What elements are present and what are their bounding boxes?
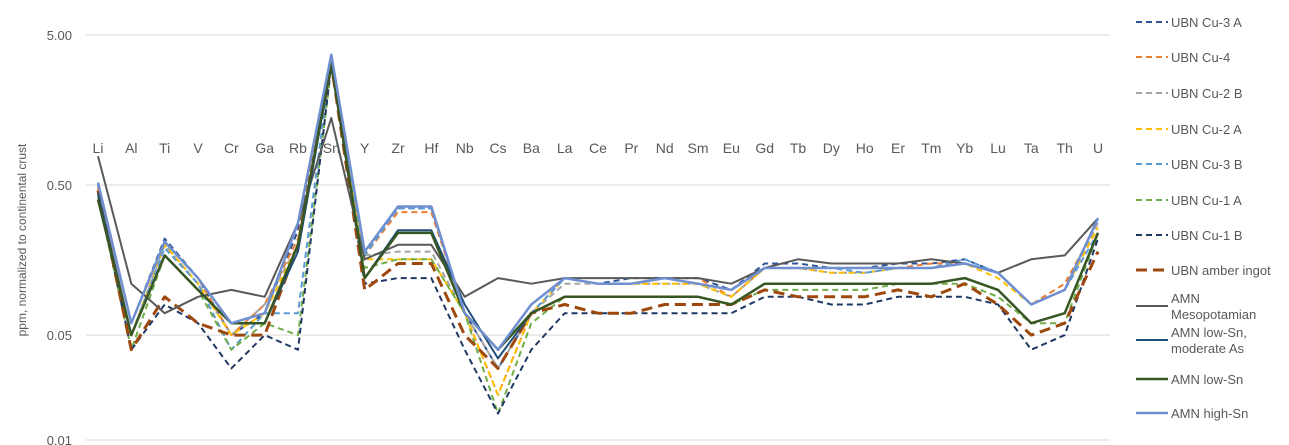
y-tick-label: 0.05 — [47, 328, 72, 343]
legend-label: AMN Mesopotamian — [1171, 291, 1256, 322]
x-tick-label: Al — [125, 140, 137, 156]
legend-label: UBN Cu-3 B — [1171, 157, 1243, 172]
y-axis-ticks: 5.00 0.50 0.05 0.01 — [47, 28, 72, 445]
x-tick-label: Zr — [391, 140, 405, 156]
x-tick-label: Li — [93, 140, 104, 156]
x-category-labels: Li Al Ti V Cr Ga Rb Sn Y Zr Hf Nb Cs Ba La Ce Pr Nd Sm Eu Gd… — [93, 140, 1104, 156]
legend-label: AMN low-Sn, moderate As — [1171, 325, 1247, 356]
y-tick-label: 0.50 — [47, 178, 72, 193]
y-tick-label: 5.00 — [47, 28, 72, 43]
x-tick-label: Eu — [723, 140, 740, 156]
x-tick-label: Ba — [523, 140, 540, 156]
x-tick-label: Tb — [790, 140, 807, 156]
legend-label: UBN amber ingot — [1171, 263, 1271, 278]
x-tick-label: Y — [360, 140, 370, 156]
x-tick-label: Sm — [688, 140, 709, 156]
x-tick-label: Nb — [456, 140, 474, 156]
x-tick-label: Ho — [856, 140, 874, 156]
legend-label: UBN Cu-2 B — [1171, 86, 1243, 101]
series-lines — [96, 53, 1100, 415]
x-tick-label: V — [193, 140, 203, 156]
x-tick-label: Ga — [255, 140, 274, 156]
legend-label: UBN Cu-1 B — [1171, 228, 1243, 243]
x-tick-label: Cr — [224, 140, 239, 156]
x-tick-label: Hf — [424, 140, 438, 156]
y-tick-label: 0.01 — [47, 433, 72, 445]
x-tick-label: U — [1093, 140, 1103, 156]
series-line — [96, 60, 1100, 351]
x-tick-label: Yb — [956, 140, 973, 156]
legend-label: UBN Cu-1 A — [1171, 193, 1242, 208]
x-tick-label: Cs — [489, 140, 506, 156]
legend: UBN Cu-3 A UBN Cu-4 UBN Cu-2 B UBN Cu-2 A UB… — [1136, 15, 1271, 421]
x-tick-label: Rb — [289, 140, 307, 156]
x-tick-label: Nd — [656, 140, 674, 156]
x-tick-label: Pr — [624, 140, 638, 156]
x-tick-label: Lu — [990, 140, 1006, 156]
series-line — [96, 53, 1100, 351]
y-axis-label: ppm, normalized to continental crust — [15, 143, 29, 336]
series-line — [97, 59, 1099, 396]
x-tick-label: Tm — [921, 140, 941, 156]
x-tick-label: La — [557, 140, 573, 156]
series-line — [97, 61, 1099, 396]
x-tick-label: Sn — [323, 140, 340, 156]
series-line — [97, 63, 1099, 415]
series-line — [97, 55, 1099, 370]
x-tick-label: Ti — [159, 140, 170, 156]
legend-label: UBN Cu-4 — [1171, 50, 1230, 65]
series-line — [97, 67, 1099, 415]
legend-label: UBN Cu-2 A — [1171, 122, 1242, 137]
series-line — [97, 117, 1099, 315]
x-tick-label: Gd — [755, 140, 774, 156]
x-tick-label: Er — [891, 140, 905, 156]
series-line — [97, 57, 1099, 351]
series-line — [96, 62, 1100, 370]
legend-label: AMN high-Sn — [1171, 406, 1248, 421]
legend-label: AMN low-Sn — [1171, 372, 1243, 387]
gridlines — [86, 34, 1110, 441]
legend-label: UBN Cu-3 A — [1171, 15, 1242, 30]
x-tick-label: Dy — [823, 140, 840, 156]
x-tick-label: Ce — [589, 140, 607, 156]
x-tick-label: Th — [1056, 140, 1072, 156]
x-tick-label: Ta — [1024, 140, 1039, 156]
